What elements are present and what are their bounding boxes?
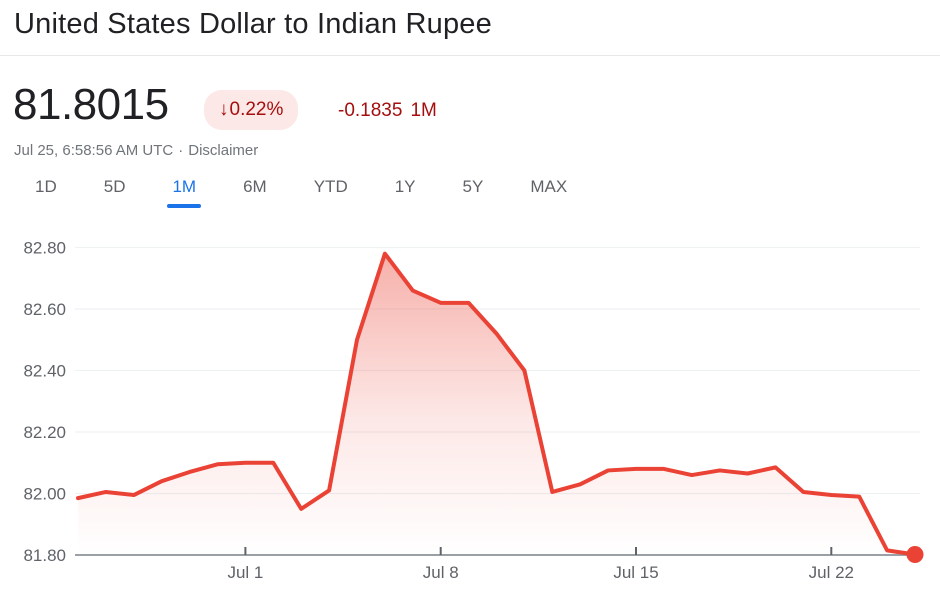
tab-5y[interactable]: 5Y [463, 177, 484, 208]
tab-1m[interactable]: 1M [167, 177, 201, 208]
tab-1y[interactable]: 1Y [395, 177, 416, 208]
quote-meta: Jul 25, 6:58:56 AM UTC · Disclaimer [14, 142, 258, 159]
y-axis-label: 82.80 [23, 239, 66, 258]
change-period: 1M [410, 100, 437, 121]
y-axis-label: 82.40 [23, 362, 66, 381]
page-title: United States Dollar to Indian Rupee [14, 8, 492, 40]
tab-max[interactable]: MAX [530, 177, 567, 208]
tab-1d[interactable]: 1D [35, 177, 57, 208]
chart-area-fill [78, 253, 915, 555]
disclaimer-link[interactable]: Disclaimer [188, 142, 259, 159]
tab-ytd[interactable]: YTD [314, 177, 348, 208]
change-percent-value: 0.22% [229, 99, 284, 120]
chart-canvas[interactable]: 82.80 82.60 82.40 82.20 82.00 81.80 Jul 1 Jul 8… [0, 225, 940, 611]
x-axis-label: Jul 22 [809, 563, 854, 582]
y-axis-label: 82.20 [23, 423, 66, 442]
down-arrow-icon: ↓ [219, 99, 229, 120]
tab-6m[interactable]: 6M [243, 177, 267, 208]
change-amount-group: -0.1835 1M [338, 100, 437, 122]
header-divider [0, 55, 940, 56]
change-amount: -0.1835 [338, 100, 403, 121]
x-axis-label: Jul 1 [227, 563, 263, 582]
chart-line [76, 251, 917, 557]
meta-separator: · [178, 142, 184, 159]
quote-timestamp: Jul 25, 6:58:56 AM UTC [14, 142, 174, 159]
y-axis-label: 81.80 [23, 546, 66, 565]
tab-5d[interactable]: 5D [104, 177, 126, 208]
time-range-tabs: 1D 5D 1M 6M YTD 1Y 5Y MAX [35, 177, 567, 208]
y-axis-label: 82.00 [23, 485, 66, 504]
x-axis-label: Jul 15 [613, 563, 658, 582]
y-axis-label: 82.60 [23, 300, 66, 319]
x-axis-label: Jul 8 [423, 563, 459, 582]
price-chart[interactable]: 82.80 82.60 82.40 82.20 82.00 81.80 Jul 1 Jul 8… [0, 225, 940, 611]
chart-end-dot [906, 546, 924, 564]
price-value: 81.8015 [13, 80, 169, 129]
change-percent-badge: ↓ 0.22% [204, 90, 299, 130]
